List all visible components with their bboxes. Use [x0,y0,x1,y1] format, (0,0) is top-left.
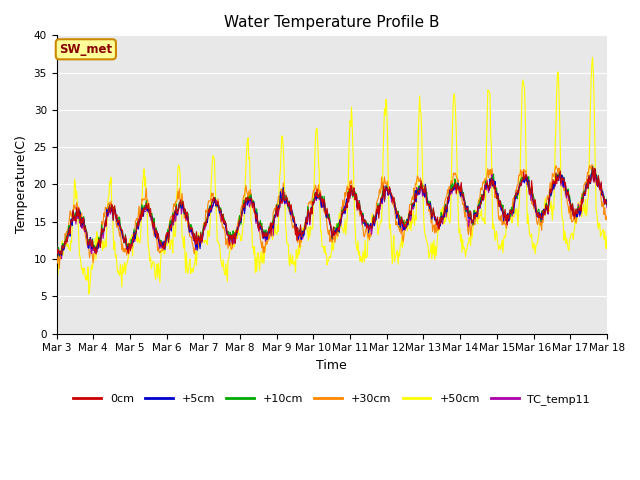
Y-axis label: Temperature(C): Temperature(C) [15,135,28,233]
Title: Water Temperature Profile B: Water Temperature Profile B [224,15,440,30]
X-axis label: Time: Time [316,359,347,372]
Text: SW_met: SW_met [60,43,113,56]
Legend: 0cm, +5cm, +10cm, +30cm, +50cm, TC_temp11: 0cm, +5cm, +10cm, +30cm, +50cm, TC_temp1… [69,390,595,409]
